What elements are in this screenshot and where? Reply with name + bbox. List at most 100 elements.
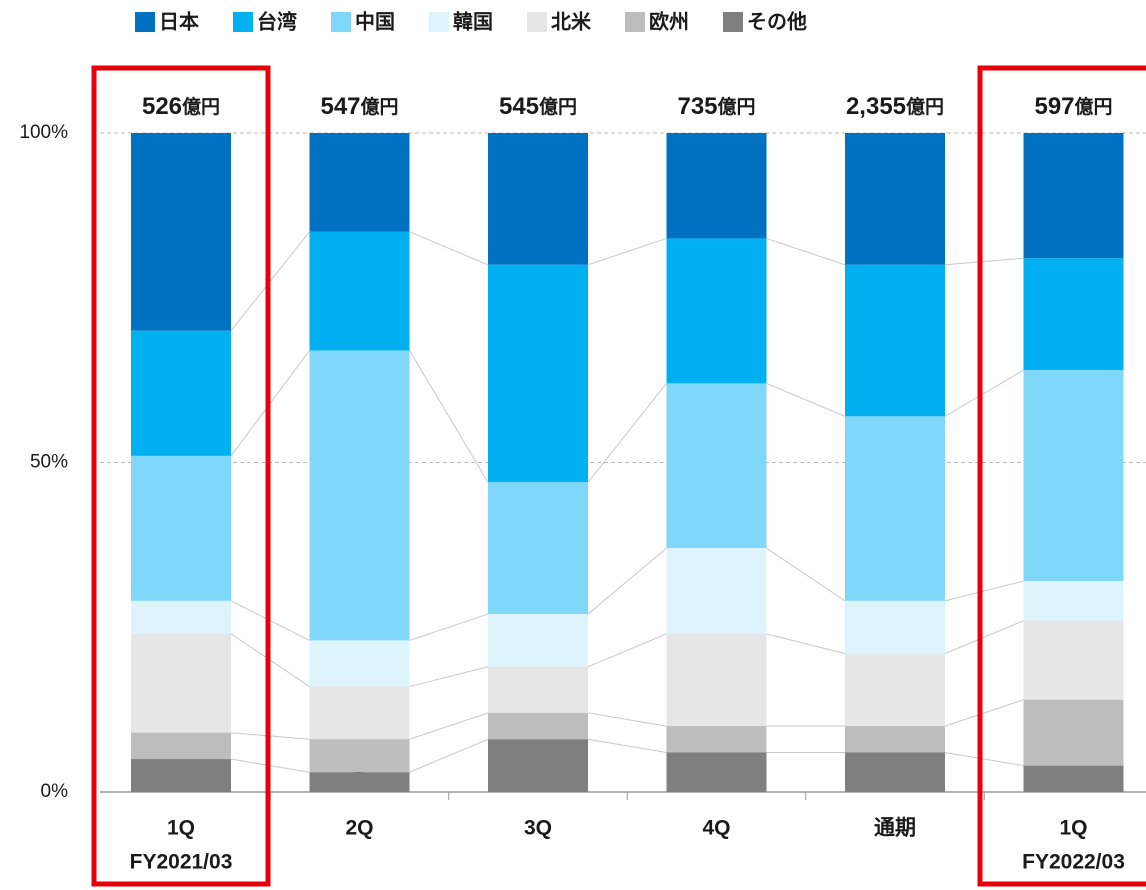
bar-segment: [488, 264, 588, 483]
x-tick-label: 2Q: [345, 817, 373, 840]
total-value: 547: [320, 93, 360, 120]
bar-segment: [1023, 765, 1124, 792]
bar-segment: [131, 455, 231, 601]
bar-segment: [309, 133, 410, 232]
bar-segment: [488, 739, 588, 792]
bar-segment: [131, 759, 231, 792]
y-tick-label: 0%: [41, 781, 69, 802]
total-label: 547億円: [320, 93, 398, 120]
x-sublabel: FY2021/03: [130, 851, 233, 874]
legend-swatch: [723, 12, 743, 32]
connector-line: [944, 699, 1024, 727]
legend-swatch: [331, 12, 351, 32]
bar-segment: [845, 416, 945, 601]
connector-line: [409, 613, 489, 641]
connector-line: [766, 547, 846, 602]
y-tick-label: 100%: [19, 122, 68, 143]
total-value: 526: [142, 93, 182, 120]
legend-swatch: [233, 12, 253, 32]
total-unit: 億円: [906, 95, 944, 118]
connector-line: [766, 633, 846, 655]
bar-segment: [309, 686, 410, 740]
connector-line: [409, 738, 489, 773]
highlight-box: [977, 65, 1146, 887]
total-value: 597: [1034, 93, 1074, 120]
connector-line: [587, 712, 667, 727]
bar-segment: [131, 133, 231, 331]
bar-segment: [845, 133, 945, 265]
connector-line: [944, 751, 1024, 767]
bar-segment: [1023, 133, 1124, 259]
total-value: 2,355: [846, 93, 906, 120]
connector-line: [587, 547, 667, 615]
bar-segment: [666, 383, 767, 549]
bar-segment: [666, 133, 767, 239]
legend-swatch: [527, 12, 547, 32]
connector-line: [944, 369, 1024, 417]
legend-label: 欧州: [649, 9, 689, 33]
bar-segment: [488, 712, 588, 740]
bar-segment: [309, 772, 410, 792]
connector-line: [409, 231, 489, 266]
connector-line: [944, 620, 1024, 655]
legend-label: その他: [747, 9, 807, 33]
legend-swatch: [429, 12, 449, 32]
legend-swatch: [625, 12, 645, 32]
total-value: 735: [677, 93, 717, 120]
x-tick-label: 4Q: [702, 817, 730, 840]
connector-line: [766, 382, 846, 417]
total-unit: 億円: [1075, 95, 1113, 118]
total-unit: 億円: [539, 95, 577, 118]
bar-segment: [1023, 699, 1124, 766]
total-label: 735億円: [677, 93, 755, 120]
highlight-box: [91, 65, 271, 887]
bar-segment: [1023, 581, 1124, 621]
total-unit: 億円: [718, 95, 756, 118]
bar-segment: [1023, 620, 1124, 700]
bar-segment: [1023, 258, 1124, 371]
x-tick-label: 通期: [874, 817, 916, 840]
bar-segment: [309, 640, 410, 687]
bar-segment: [845, 600, 945, 654]
legend-swatch: [135, 12, 155, 32]
bar-segment: [666, 548, 767, 634]
bar-segment: [309, 739, 410, 773]
total-label: 597億円: [1034, 93, 1112, 120]
total-label: 545億円: [499, 93, 577, 120]
bar-segment: [1023, 370, 1124, 582]
bar-segment: [488, 133, 588, 265]
bar-segment: [131, 633, 231, 733]
legend-label: 北米: [551, 10, 592, 33]
bar-segment: [488, 482, 588, 615]
x-sublabel: FY2022/03: [1022, 851, 1125, 874]
bar-segment: [131, 600, 231, 634]
bar-segment: [845, 752, 945, 792]
connector-line: [766, 237, 846, 266]
x-tick-label: 1Q: [1059, 817, 1087, 840]
bar-segment: [666, 726, 767, 753]
connector-line: [409, 712, 489, 740]
connector-line: [409, 350, 489, 483]
bar-segment: [845, 264, 945, 417]
total-value: 545: [499, 93, 539, 120]
bar-segment: [131, 732, 231, 760]
bar-segment: [666, 238, 767, 384]
x-tick-label: 1Q: [167, 817, 195, 840]
bar-segment: [131, 330, 231, 456]
bar-segment: [845, 726, 945, 753]
connector-line: [587, 738, 667, 753]
connector-line: [944, 580, 1024, 602]
total-unit: 億円: [361, 95, 399, 118]
connector-line: [587, 633, 667, 668]
total-unit: 億円: [182, 95, 220, 118]
connector-line: [409, 666, 489, 688]
bar-segment: [488, 666, 588, 713]
bar-segment: [488, 614, 588, 667]
bar-segment: [666, 633, 767, 727]
bar-segment: [309, 350, 410, 641]
y-tick-label: 50%: [30, 452, 68, 473]
legend-label: 台湾: [257, 9, 297, 33]
connector-line: [587, 237, 667, 266]
legend-label: 中国: [355, 9, 395, 33]
